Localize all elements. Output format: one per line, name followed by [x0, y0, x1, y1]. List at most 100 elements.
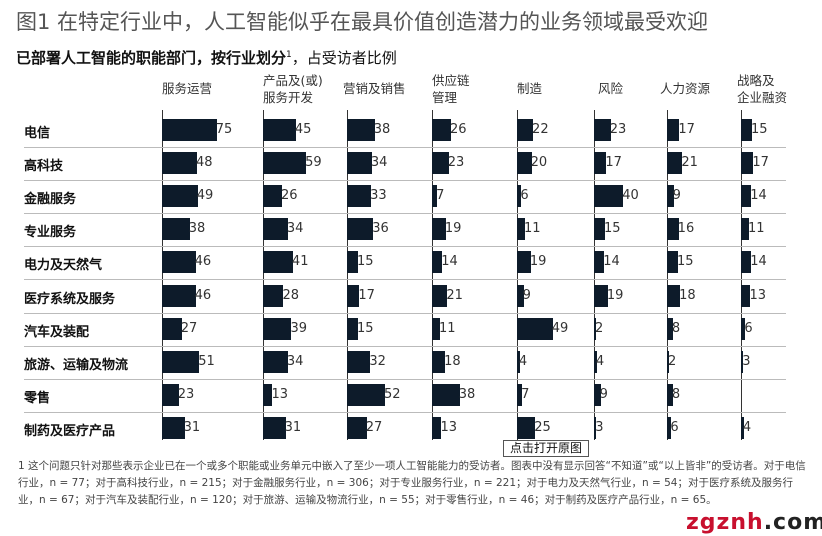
row-label: 旅游、运输及物流 — [24, 357, 129, 373]
row-label: 电力及天然气 — [24, 258, 103, 274]
data-label: 49 — [551, 320, 569, 336]
data-label: 28 — [282, 287, 299, 303]
column-header-line: 产品及(或) — [263, 73, 323, 88]
footnote-ref: 1 — [286, 50, 292, 60]
row-separator — [24, 180, 786, 182]
bar — [162, 218, 190, 241]
data-label: 18 — [444, 353, 461, 369]
row-separator — [24, 213, 786, 215]
bar — [263, 284, 284, 307]
data-label: 41 — [291, 254, 309, 270]
column-axis — [162, 110, 163, 440]
column-header-line: 服务开发 — [263, 90, 314, 105]
row-separator — [24, 345, 786, 347]
bar — [432, 317, 441, 340]
bar — [517, 284, 524, 307]
data-label: 13 — [271, 386, 289, 402]
row-label: 制药及医疗产品 — [24, 423, 116, 439]
data-label: 23 — [447, 155, 465, 171]
bar — [347, 251, 358, 274]
data-label: 59 — [305, 155, 322, 171]
bar — [741, 416, 744, 439]
data-label: 49 — [196, 188, 214, 204]
bar — [594, 284, 608, 307]
data-label: 21 — [446, 287, 463, 303]
column-header-line: 企业融资 — [737, 90, 788, 105]
column-header-line: 服务运营 — [162, 81, 213, 96]
bar — [347, 317, 358, 340]
column-header: 服务运营 — [162, 80, 212, 97]
data-label: 14 — [750, 254, 767, 270]
bar — [517, 152, 532, 175]
data-label: 23 — [609, 122, 627, 137]
data-label: 16 — [677, 221, 695, 237]
bar — [347, 284, 360, 307]
row-separator — [24, 246, 786, 248]
data-label: 18 — [679, 287, 696, 303]
bar — [432, 152, 449, 175]
watermark-part2: .com — [763, 510, 822, 535]
data-label: 2 — [595, 320, 604, 336]
bar — [162, 152, 198, 175]
data-label: 15 — [750, 122, 768, 137]
bar — [162, 251, 196, 274]
data-label: 26 — [280, 188, 298, 204]
bar — [517, 119, 534, 141]
column-header: 人力资源 — [660, 80, 710, 97]
bar — [263, 251, 293, 274]
bar — [162, 185, 198, 208]
bar — [594, 317, 596, 340]
subtitle-bold: 已部署人工智能的职能部门，按行业划分 — [16, 49, 287, 67]
data-label: 38 — [188, 221, 206, 237]
data-label: 27 — [180, 320, 198, 336]
bar — [432, 416, 442, 439]
data-label: 33 — [370, 188, 387, 204]
row-label: 专业服务 — [24, 225, 77, 241]
bar — [517, 185, 522, 208]
data-label: 19 — [606, 287, 624, 303]
data-label: 51 — [198, 353, 215, 369]
data-label: 8 — [671, 320, 681, 336]
bar — [517, 317, 553, 340]
column-header-line: 供应链 — [432, 73, 470, 88]
bar — [594, 185, 624, 208]
open-original-tooltip[interactable]: 点击打开原图 — [503, 440, 590, 457]
column-header: 产品及(或) 服务开发 — [263, 72, 323, 106]
bar — [741, 350, 744, 373]
watermark-logo: zgznh.com — [686, 511, 822, 535]
column-header: 供应链 管理 — [432, 72, 470, 106]
data-label: 46 — [194, 254, 212, 270]
column-header: 营销及销售 — [343, 80, 406, 97]
data-label: 52 — [383, 386, 401, 402]
bar — [162, 284, 196, 307]
data-label: 15 — [356, 320, 374, 336]
data-label: 40 — [622, 188, 639, 204]
bar — [741, 119, 752, 141]
bar — [263, 350, 288, 373]
data-label: 14 — [603, 254, 620, 270]
data-label: 3 — [595, 419, 604, 435]
row-separator — [24, 411, 786, 413]
data-label: 17 — [752, 155, 769, 171]
data-label: 6 — [520, 188, 529, 204]
bar — [594, 383, 601, 406]
bar — [667, 317, 673, 340]
row-label: 零售 — [24, 390, 51, 406]
bar — [594, 416, 597, 439]
row-label: 金融服务 — [24, 192, 77, 208]
data-label: 14 — [441, 254, 458, 270]
data-label: 6 — [670, 419, 679, 435]
bar — [517, 350, 520, 373]
column-header-line: 人力资源 — [660, 81, 711, 96]
data-label: 15 — [603, 221, 621, 237]
bar — [263, 383, 273, 406]
column-axis — [667, 110, 668, 440]
data-label: 17 — [678, 122, 695, 137]
bar — [741, 152, 754, 175]
column-header-line: 风险 — [598, 81, 624, 96]
column-axis — [594, 110, 595, 440]
footnote: 1 这个问题只针对那些表示企业已在一个或多个职能或业务单元中嵌入了至少一项人工智… — [18, 460, 806, 506]
data-label: 23 — [177, 386, 195, 402]
data-label: 8 — [671, 386, 681, 402]
bar — [517, 218, 526, 241]
